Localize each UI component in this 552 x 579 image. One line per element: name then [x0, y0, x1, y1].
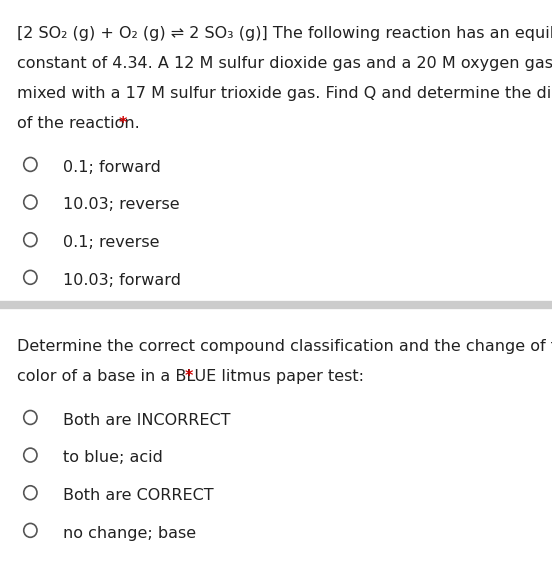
Text: 0.1; reverse: 0.1; reverse	[63, 235, 160, 250]
Text: *: *	[185, 369, 193, 384]
Text: [2 SO₂ (g) + O₂ (g) ⇌ 2 SO₃ (g)] The following reaction has an equilibrium: [2 SO₂ (g) + O₂ (g) ⇌ 2 SO₃ (g)] The fol…	[17, 26, 552, 41]
Text: to blue; acid: to blue; acid	[63, 450, 163, 466]
Text: Determine the correct compound classification and the change of the: Determine the correct compound classific…	[17, 339, 552, 354]
Text: 0.1; forward: 0.1; forward	[63, 160, 161, 175]
Text: of the reaction.: of the reaction.	[17, 116, 145, 131]
Text: no change; base: no change; base	[63, 526, 197, 541]
Text: mixed with a 17 M sulfur trioxide gas. Find Q and determine the direction: mixed with a 17 M sulfur trioxide gas. F…	[17, 86, 552, 101]
Text: Both are INCORRECT: Both are INCORRECT	[63, 413, 231, 428]
Text: color of a base in a BLUE litmus paper test:: color of a base in a BLUE litmus paper t…	[17, 369, 369, 384]
Text: 10.03; reverse: 10.03; reverse	[63, 197, 180, 212]
Text: *: *	[119, 116, 127, 131]
Text: constant of 4.34. A 12 M sulfur dioxide gas and a 20 M oxygen gas are: constant of 4.34. A 12 M sulfur dioxide …	[17, 56, 552, 71]
Text: 10.03; forward: 10.03; forward	[63, 273, 182, 288]
Text: Both are CORRECT: Both are CORRECT	[63, 488, 214, 503]
